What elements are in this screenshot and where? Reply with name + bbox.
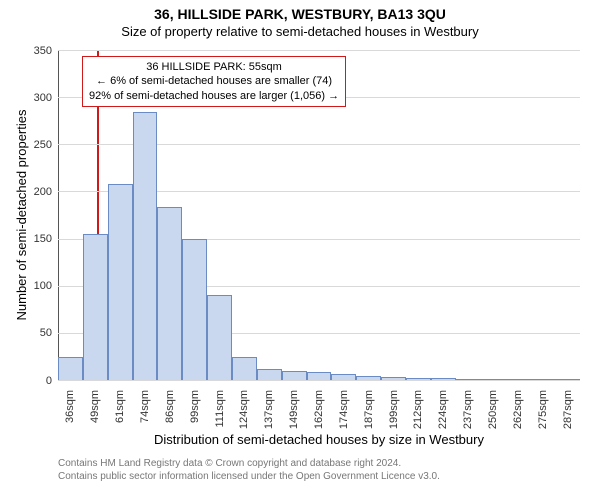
histogram-bar [207, 295, 232, 380]
x-tick-label: 86sqm [164, 390, 176, 440]
x-tick-label: 162sqm [313, 390, 325, 440]
y-tick-label: 50 [12, 327, 52, 339]
chart-title: 36, HILLSIDE PARK, WESTBURY, BA13 3QU [0, 0, 600, 22]
histogram-bar [307, 372, 332, 380]
grid-line [58, 380, 580, 381]
histogram-bar [257, 369, 282, 380]
x-tick-label: 124sqm [238, 390, 250, 440]
footnote: Contains HM Land Registry data © Crown c… [58, 458, 440, 483]
x-tick-label: 275sqm [537, 390, 549, 440]
histogram-bar [157, 207, 182, 380]
y-axis-line [58, 50, 59, 380]
histogram-bar [282, 371, 307, 380]
x-tick-label: 74sqm [139, 390, 151, 440]
histogram-bar [530, 379, 555, 380]
chart-subtitle: Size of property relative to semi-detach… [0, 22, 600, 39]
x-tick-label: 36sqm [64, 390, 76, 440]
x-tick-label: 61sqm [114, 390, 126, 440]
histogram-bar [406, 378, 431, 380]
annotation-line1: 36 HILLSIDE PARK: 55sqm [89, 60, 339, 74]
x-tick-label: 99sqm [189, 390, 201, 440]
histogram-bar [505, 379, 530, 380]
x-tick-label: 174sqm [338, 390, 350, 440]
y-tick-label: 200 [12, 186, 52, 198]
x-tick-label: 224sqm [437, 390, 449, 440]
footnote-line1: Contains HM Land Registry data © Crown c… [58, 458, 440, 471]
histogram-bar [58, 357, 83, 380]
y-tick-label: 350 [12, 45, 52, 57]
grid-line [58, 50, 580, 51]
y-tick-label: 100 [12, 280, 52, 292]
histogram-bar [456, 379, 481, 380]
histogram-bar [232, 357, 257, 380]
annotation-box: 36 HILLSIDE PARK: 55sqm ← 6% of semi-det… [82, 56, 346, 107]
x-tick-label: 237sqm [462, 390, 474, 440]
x-tick-label: 287sqm [562, 390, 574, 440]
histogram-bar [481, 379, 506, 380]
histogram-bar [431, 378, 456, 380]
annotation-line2: ← 6% of semi-detached houses are smaller… [89, 74, 339, 88]
x-tick-label: 49sqm [89, 390, 101, 440]
x-tick-label: 187sqm [363, 390, 375, 440]
histogram-bar [182, 239, 207, 380]
histogram-bar [331, 374, 356, 380]
histogram-bar [133, 112, 158, 380]
annotation-line3: 92% of semi-detached houses are larger (… [89, 89, 339, 103]
y-axis-label: Number of semi-detached properties [14, 25, 29, 405]
x-tick-label: 111sqm [214, 390, 226, 440]
footnote-line2: Contains public sector information licen… [58, 471, 440, 484]
y-tick-label: 150 [12, 233, 52, 245]
x-tick-label: 149sqm [288, 390, 300, 440]
histogram-bar [381, 377, 406, 380]
x-tick-label: 250sqm [487, 390, 499, 440]
x-tick-label: 137sqm [263, 390, 275, 440]
histogram-bar [108, 184, 133, 380]
histogram-bar [83, 234, 108, 380]
histogram-bar [356, 376, 381, 380]
y-tick-label: 0 [12, 375, 52, 387]
x-tick-label: 212sqm [412, 390, 424, 440]
histogram-bar [555, 379, 580, 380]
y-tick-label: 250 [12, 139, 52, 151]
x-tick-label: 199sqm [388, 390, 400, 440]
y-tick-label: 300 [12, 92, 52, 104]
x-tick-label: 262sqm [512, 390, 524, 440]
